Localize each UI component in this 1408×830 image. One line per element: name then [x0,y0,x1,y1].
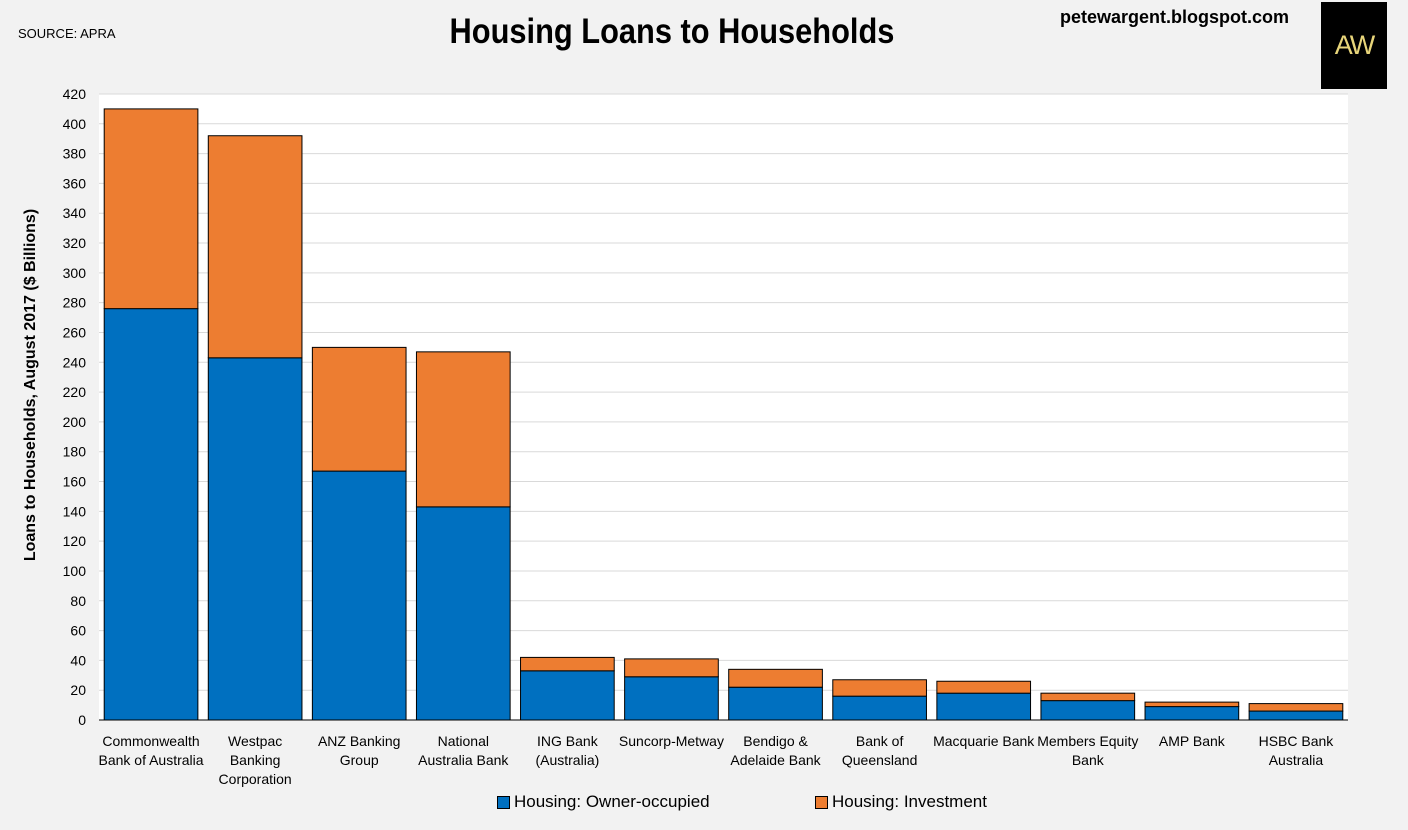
bar-segment-investment [520,656,615,672]
plot-area [99,94,1348,720]
x-tick-label: Australia [1269,752,1324,768]
y-axis-ticks: 0 20 40 60 80 100 120 140 160 180 200 220 240 260 280 3… [63,86,87,728]
x-tick-label: Westpac [228,733,282,749]
bar-segment-owner-occupied [103,308,199,721]
x-tick-label: Adelaide Bank [730,752,821,768]
y-tick-label: 60 [70,623,86,639]
y-tick-label: 120 [63,533,87,549]
bar-segment-investment [1248,703,1344,712]
bar-segment-owner-occupied [728,686,823,721]
y-tick-label: 320 [63,235,87,251]
bar-segment-owner-occupied [1144,706,1240,721]
x-tick-label: Bank of [856,733,904,749]
x-tick-label: Queensland [842,752,918,768]
x-tick-label: Members Equity [1037,733,1138,749]
bar-segment-investment [728,668,823,688]
source-note: SOURCE: APRA [18,26,116,41]
y-tick-label: 140 [63,503,87,519]
y-axis-label: Loans to Households, August 2017 ($ Bill… [22,208,39,562]
bar-segment-investment [311,346,407,472]
y-tick-label: 20 [70,682,86,698]
x-tick-label: Bendigo & [743,733,808,749]
x-tick-label: ING Bank [537,733,599,749]
x-tick-label: Group [340,752,379,768]
x-tick-label: Corporation [219,771,292,787]
bar-segment-investment [1040,692,1136,702]
y-tick-label: 240 [63,354,87,370]
bar-segment-investment [207,135,303,359]
y-tick-label: 180 [63,444,87,460]
y-tick-label: 220 [63,384,87,400]
logo-text: AW [1334,30,1375,60]
bar-segment-investment [832,679,927,697]
x-tick-label: (Australia) [535,752,599,768]
x-tick-label: Australia Bank [418,752,509,768]
bar-segment-investment [624,658,719,678]
x-tick-label: ANZ Banking [318,733,400,749]
gridlines [99,93,1348,721]
x-tick-label: Macquarie Bank [933,733,1035,749]
bar-segment-investment [415,351,511,508]
x-tick-label: AMP Bank [1159,733,1226,749]
bar-segment-owner-occupied [415,506,511,721]
blog-url: petewargent.blogspot.com [1060,7,1290,27]
bar-segment-investment [936,680,1032,694]
bar-segment-investment [103,108,199,310]
bar-segment-owner-occupied [1040,700,1136,721]
y-tick-label: 280 [63,295,87,311]
x-tick-label: Banking [230,752,281,768]
legend-label-investment: Housing: Investment [832,792,987,811]
aw-logo: AW [1321,2,1387,89]
bar-segment-owner-occupied [311,470,407,721]
y-tick-label: 300 [63,265,87,281]
bar-segment-owner-occupied [1248,710,1344,721]
y-tick-label: 80 [70,593,86,609]
y-tick-label: 40 [70,652,86,668]
y-tick-label: 100 [63,563,87,579]
y-tick-label: 400 [63,116,87,132]
legend-swatch-owner-occupied [497,795,510,809]
y-tick-label: 200 [63,414,87,430]
bar-segment-owner-occupied [832,695,927,721]
legend-swatch-investment [815,795,828,809]
x-tick-label: National [438,733,489,749]
bar-segment-owner-occupied [936,692,1032,721]
bar-segment-owner-occupied [624,676,719,721]
x-tick-label: Bank of Australia [99,752,204,768]
y-tick-label: 420 [63,86,87,102]
legend-item-investment: Housing: Investment [815,792,987,812]
x-axis-ticks: Commonwealth Bank of Australia Westpac Bank… [99,733,1335,787]
bar-segment-investment [1144,701,1240,708]
x-tick-label: Suncorp-Metway [619,733,724,749]
x-tick-label: Commonwealth [102,733,199,749]
x-tick-label: Bank [1072,752,1105,768]
y-tick-label: 380 [63,146,87,162]
y-tick-label: 0 [78,712,86,728]
y-tick-label: 360 [63,175,87,191]
y-tick-label: 160 [63,474,87,490]
y-tick-label: 340 [63,205,87,221]
legend-item-owner-occupied: Housing: Owner-occupied [497,792,710,812]
y-tick-label: 260 [63,324,87,340]
x-tick-label: HSBC Bank [1259,733,1335,749]
legend-label-owner-occupied: Housing: Owner-occupied [514,792,710,811]
bar-segment-owner-occupied [520,670,615,721]
chart-title: Housing Loans to Households [449,12,895,51]
bar-segment-owner-occupied [207,357,303,721]
bars [103,108,1344,721]
